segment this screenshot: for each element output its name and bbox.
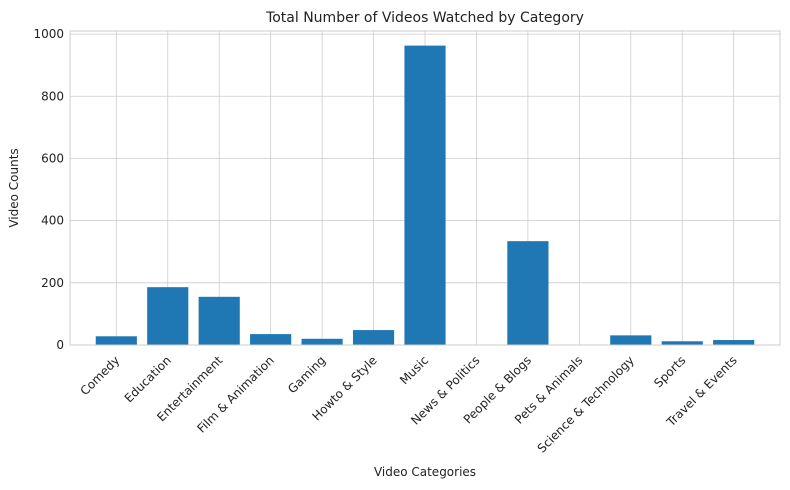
bar — [404, 45, 446, 346]
bar — [250, 334, 292, 345]
bars — [95, 45, 755, 346]
y-tick-label: 800 — [41, 89, 64, 103]
x-tick-label: Comedy — [78, 353, 123, 398]
x-axis-label: Video Categories — [374, 465, 476, 479]
bar — [507, 241, 549, 345]
bar — [301, 338, 343, 345]
x-tick-label: Music — [397, 353, 431, 387]
y-tick-label: 0 — [56, 338, 64, 352]
y-axis-label: Video Counts — [7, 148, 21, 227]
plot-frame — [69, 30, 781, 346]
bar — [713, 340, 755, 345]
y-tick-label: 1000 — [33, 27, 64, 41]
x-tick-label: Education — [122, 353, 174, 405]
bar — [147, 287, 189, 345]
bar — [198, 296, 240, 345]
y-tick-labels: 0 200 400 600 800 1000 — [33, 27, 64, 352]
bar — [352, 330, 395, 345]
bar — [610, 335, 652, 345]
bar — [95, 336, 137, 345]
x-tick-label: Science & Technology — [535, 353, 637, 455]
y-tick-label: 200 — [41, 276, 64, 290]
y-tick-label: 400 — [41, 214, 64, 228]
x-tick-label: Sports — [651, 353, 688, 390]
bar — [661, 341, 703, 345]
y-tick-label: 600 — [41, 151, 64, 165]
x-tick-label: Gaming — [285, 353, 328, 396]
chart-title: Total Number of Videos Watched by Catego… — [265, 10, 584, 26]
